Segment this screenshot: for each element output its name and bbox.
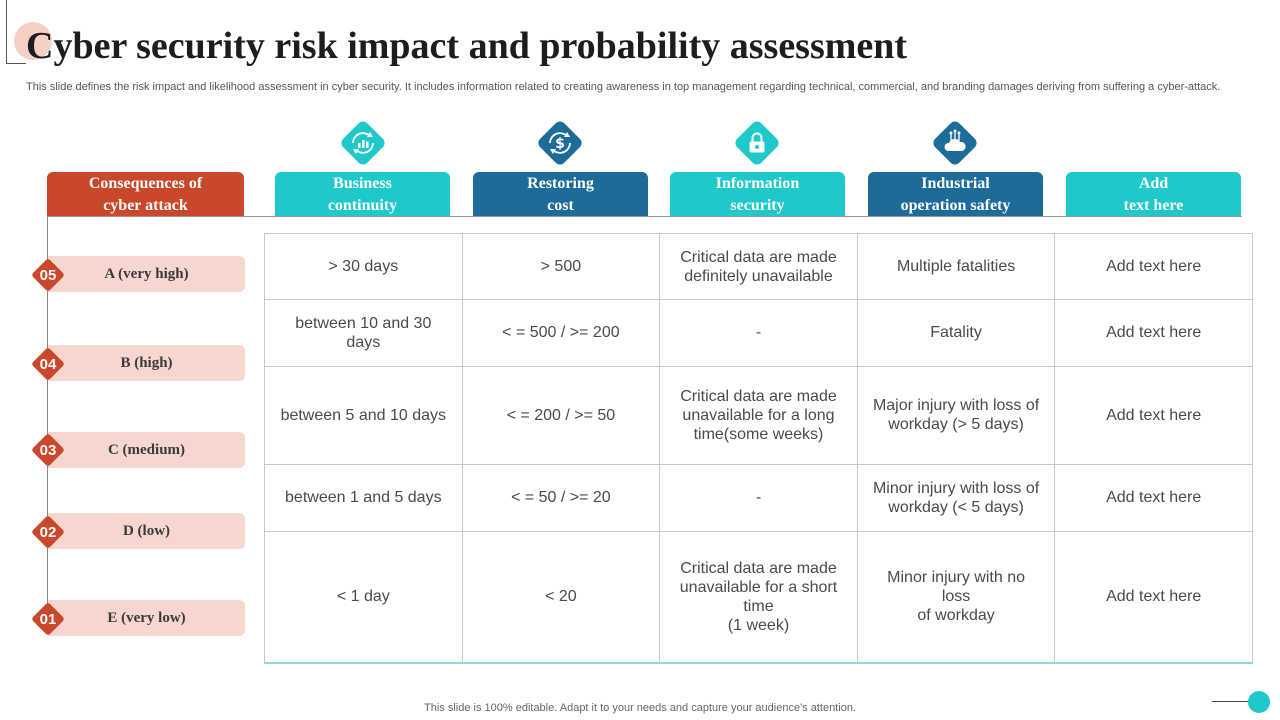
header-information-security: Information security [670,172,845,217]
table-cell: between 10 and 30 days [264,299,463,367]
header-consequences: Consequences of cyber attack [47,172,244,217]
table-cell: < = 500 / >= 200 [461,299,661,367]
table-cell: < 1 day [264,530,463,664]
level-badge: 05 [31,258,65,292]
level-badge: 03 [31,433,65,467]
table-cell: Minor injury with loss of workday (< 5 d… [856,464,1056,532]
table-row: > 30 days > 500 Critical data are made d… [264,232,1253,301]
footer-decoration-circle [1248,691,1270,713]
table-cell: Minor injury with no loss of workday [856,530,1056,664]
row-label-e: E (very low) [48,600,245,636]
header-industrial-operation-safety: Industrial operation safety [868,172,1043,217]
header-business-continuity: Business continuity [275,172,450,217]
page-title: Cyber security risk impact and probabili… [26,25,908,67]
table-cell: between 1 and 5 days [264,464,463,532]
table-cell: Add text here [1054,464,1253,532]
header-restoring-cost: Restoring cost [473,172,648,217]
table-cell: < = 50 / >= 20 [461,464,661,532]
level-number: 04 [39,355,57,373]
table-cell: Add text here [1054,232,1253,301]
lock-shield-icon [733,119,781,167]
footer-note: This slide is 100% editable. Adapt it to… [424,702,856,714]
table-row: < 1 day < 20 Critical data are made unav… [264,530,1253,664]
table-cell: > 500 [461,232,661,301]
page-subtitle: This slide defines the risk impact and l… [26,81,1221,93]
assessment-table: > 30 days > 500 Critical data are made d… [264,232,1253,664]
row-label-d: D (low) [48,513,245,549]
level-badge: 04 [31,347,65,381]
table-cell: Add text here [1054,299,1253,367]
table-cell: > 30 days [264,232,463,301]
table-cell: - [659,464,858,532]
table-cell: between 5 and 10 days [264,365,463,466]
svg-text:$: $ [555,136,565,152]
table-row: between 5 and 10 days < = 200 / >= 50 Cr… [264,365,1253,466]
table-cell: Add text here [1054,530,1253,664]
table-cell: Critical data are made definitely unavai… [659,232,858,301]
title-accent-circle [14,22,52,60]
table-cell: - [659,299,858,367]
row-label-a: A (very high) [48,256,245,292]
row-label-b: B (high) [48,345,245,381]
level-number: 03 [39,441,57,459]
table-cell: Add text here [1054,365,1253,466]
table-cell: Fatality [856,299,1056,367]
header-add-text: Add text here [1066,172,1241,217]
table-cell: < 20 [461,530,661,664]
dollar-cycle-icon: $ [536,119,584,167]
table-cell: Multiple fatalities [856,232,1056,301]
corner-bracket-decoration [6,0,26,64]
chart-cycle-icon [339,119,387,167]
table-row: between 1 and 5 days < = 50 / >= 20 - Mi… [264,464,1253,532]
level-number: 02 [39,523,57,541]
table-cell: Critical data are made unavailable for a… [659,530,858,664]
table-cell: < = 200 / >= 50 [461,365,661,466]
table-row: between 10 and 30 days < = 500 / >= 200 … [264,299,1253,367]
row-label-c: C (medium) [48,432,245,468]
level-badge: 02 [31,515,65,549]
cloud-network-icon [931,119,979,167]
level-number: 01 [39,610,57,628]
table-cell: Major injury with loss of workday (> 5 d… [856,365,1056,466]
header-divider [47,216,1242,217]
timeline-line [47,217,48,619]
level-number: 05 [39,266,57,284]
level-badge: 01 [31,602,65,636]
table-cell: Critical data are made unavailable for a… [659,365,858,466]
footer-decoration-line [1212,701,1258,702]
